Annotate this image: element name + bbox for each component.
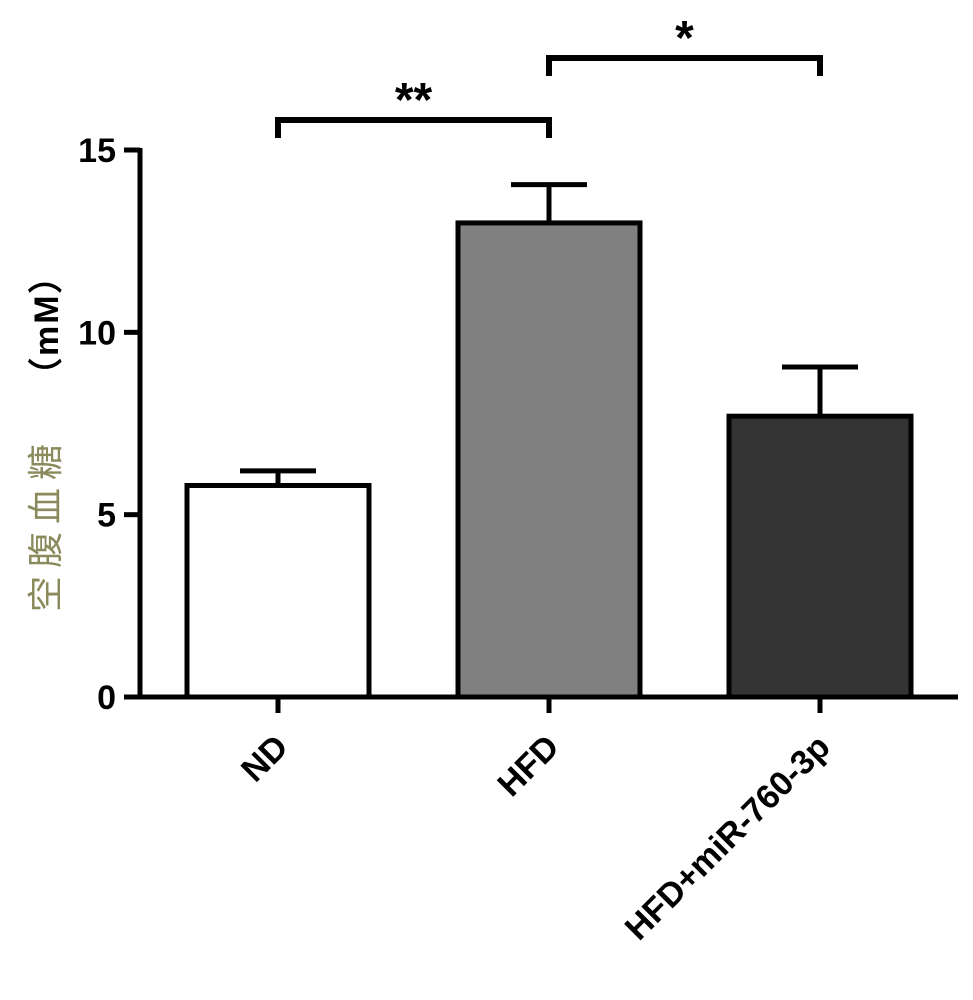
y-tick-label-10: 10	[78, 314, 116, 352]
x-tick-label-1: HFD	[490, 728, 566, 804]
y-axis: 0 5 10 15	[78, 132, 143, 717]
significance-label-1: *	[675, 12, 694, 65]
y-axis-title: 空腹血糖 （mM）	[26, 257, 67, 612]
bars-group	[184, 220, 914, 700]
x-tick-label-0: ND	[234, 728, 296, 790]
y-tick-label-15: 15	[78, 132, 116, 170]
y-tick-label-5: 5	[97, 497, 116, 535]
significance-bracket-1	[546, 55, 823, 76]
significance-bracket-0	[275, 117, 552, 138]
bar-2	[726, 413, 914, 700]
y-axis-title-chinese: 空腹血糖	[26, 436, 67, 612]
significance-group: ***	[275, 12, 823, 138]
y-tick-label-0: 0	[97, 679, 116, 717]
significance-label-0: **	[395, 74, 433, 127]
x-axis: ND HFD HFD+miR-760-3p	[138, 694, 958, 948]
y-axis-title-unit: （mM）	[27, 257, 66, 392]
x-tick-label-2: HFD+miR-760-3p	[618, 728, 838, 948]
bar-0	[184, 482, 372, 700]
bar-1	[455, 220, 643, 700]
error-bars-group	[240, 182, 858, 486]
